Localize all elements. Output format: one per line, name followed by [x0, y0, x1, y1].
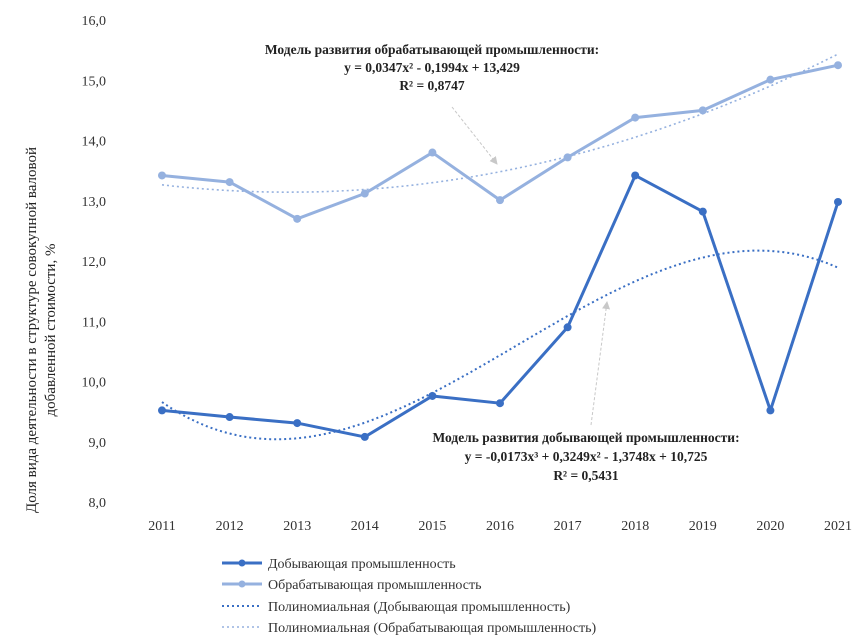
annotation-mining-equation: y = -0,0173x³ + 0,3249x² - 1,3748x + 10,…: [465, 449, 708, 464]
x-tick-label-2015: 2015: [418, 519, 446, 534]
legend: Добывающая промышленность Обрабатывающая…: [222, 557, 596, 635]
data-point-manufacturing-2012: [225, 178, 234, 187]
y-axis-title-line-2: добавленной стоимости, %: [43, 244, 59, 417]
x-tick-label-2017: 2017: [554, 519, 582, 534]
x-tick-label-2019: 2019: [689, 519, 717, 534]
data-point-mining-2020: [766, 406, 775, 415]
series-line-mining: [161, 173, 840, 439]
data-point-manufacturing-2016: [496, 196, 504, 205]
y-tick-labels: 8,0 9,0 10,0 11,0 12,0 13,0 14,0 15,0 16,0: [82, 14, 107, 511]
legend-label-manufacturing: Обрабатывающая промышленность: [268, 578, 482, 593]
legend-label-trend-manufacturing: Полиномиальная (Обрабатывающая промышлен…: [268, 621, 596, 635]
series-line-manufacturing: [161, 63, 839, 221]
data-point-manufacturing-2018: [631, 113, 640, 122]
annotation-manufacturing: Модель развития обрабатывающей промышлен…: [265, 42, 599, 165]
data-point-manufacturing-2021: [834, 61, 842, 70]
legend-item-trend-mining: Полиномиальная (Добывающая промышленност…: [222, 600, 571, 615]
data-point-mining-2018: [631, 171, 640, 180]
data-point-manufacturing-2014: [360, 189, 369, 198]
data-point-manufacturing-2013: [293, 214, 302, 223]
y-tick-label: 10,0: [82, 376, 107, 391]
y-tick-label: 11,0: [82, 315, 106, 330]
x-tick-label-2016: 2016: [486, 519, 514, 534]
data-point-mining-2021: [834, 197, 842, 206]
y-axis-title-line-1: Доля вида деятельности в структуре совок…: [24, 147, 40, 513]
legend-label-mining: Добывающая промышленность: [268, 557, 456, 572]
y-tick-label: 15,0: [82, 74, 107, 89]
y-tick-label: 14,0: [82, 135, 107, 150]
trendline-manufacturing: [161, 53, 839, 193]
annotation-mining: Модель развития добывающей промышленност…: [432, 301, 740, 483]
y-axis-title: Доля вида деятельности в структуре совок…: [24, 147, 59, 513]
data-point-manufacturing-2017: [563, 153, 572, 162]
data-point-mining-2016: [496, 399, 504, 408]
data-point-manufacturing-2019: [698, 106, 707, 115]
y-tick-label: 12,0: [82, 255, 107, 270]
annotation-mining-r2: R² = 0,5431: [553, 468, 619, 483]
data-point-mining-2019: [698, 207, 707, 216]
data-point-manufacturing-2011: [158, 171, 166, 180]
data-point-manufacturing-2015: [428, 148, 437, 157]
x-tick-label-2020: 2020: [756, 519, 784, 534]
annotation-manufacturing-equation: y = 0,0347x² - 0,1994x + 13,429: [344, 60, 520, 75]
data-point-mining-2015: [428, 391, 437, 400]
data-point-mining-2011: [158, 406, 166, 415]
x-tick-labels: 2011 2012 2013 2014 2015 2016 2017 2018 2019 2020…: [148, 519, 852, 534]
annotation-mining-title: Модель развития добывающей промышленност…: [432, 430, 739, 445]
y-tick-label: 8,0: [89, 496, 107, 511]
data-point-mining-2017: [563, 323, 572, 332]
x-tick-label-2018: 2018: [621, 519, 649, 534]
x-tick-label-2021: 2021: [824, 519, 852, 534]
x-tick-label-2014: 2014: [351, 519, 379, 534]
y-tick-label: 13,0: [82, 195, 107, 210]
data-point-mining-2014: [360, 432, 369, 441]
x-tick-label-2011: 2011: [148, 519, 175, 534]
legend-item-manufacturing: Обрабатывающая промышленность: [222, 578, 482, 593]
trendline-mining: [161, 249, 839, 441]
legend-item-mining: Добывающая промышленность: [222, 557, 456, 572]
x-tick-label-2013: 2013: [283, 519, 311, 534]
legend-marker-mining: [238, 559, 246, 567]
series-layer: [158, 53, 842, 441]
annotation-manufacturing-title: Модель развития обрабатывающей промышлен…: [265, 42, 599, 57]
data-point-mining-2012: [225, 413, 234, 422]
annotation-manufacturing-arrow: [451, 106, 498, 165]
legend-item-trend-manufacturing: Полиномиальная (Обрабатывающая промышлен…: [222, 621, 596, 635]
legend-marker-manufacturing: [238, 580, 246, 588]
legend-label-trend-mining: Полиномиальная (Добывающая промышленност…: [268, 600, 571, 615]
y-tick-label: 16,0: [82, 14, 107, 29]
data-point-mining-2013: [293, 419, 302, 428]
annotation-manufacturing-r2: R² = 0,8747: [399, 78, 465, 93]
x-tick-label-2012: 2012: [216, 519, 244, 534]
data-point-manufacturing-2020: [766, 75, 775, 84]
y-tick-label: 9,0: [89, 436, 107, 451]
annotation-mining-arrow: [590, 301, 611, 426]
